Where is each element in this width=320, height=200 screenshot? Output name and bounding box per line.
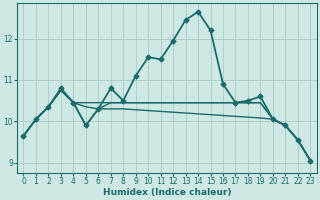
X-axis label: Humidex (Indice chaleur): Humidex (Indice chaleur): [103, 188, 231, 197]
